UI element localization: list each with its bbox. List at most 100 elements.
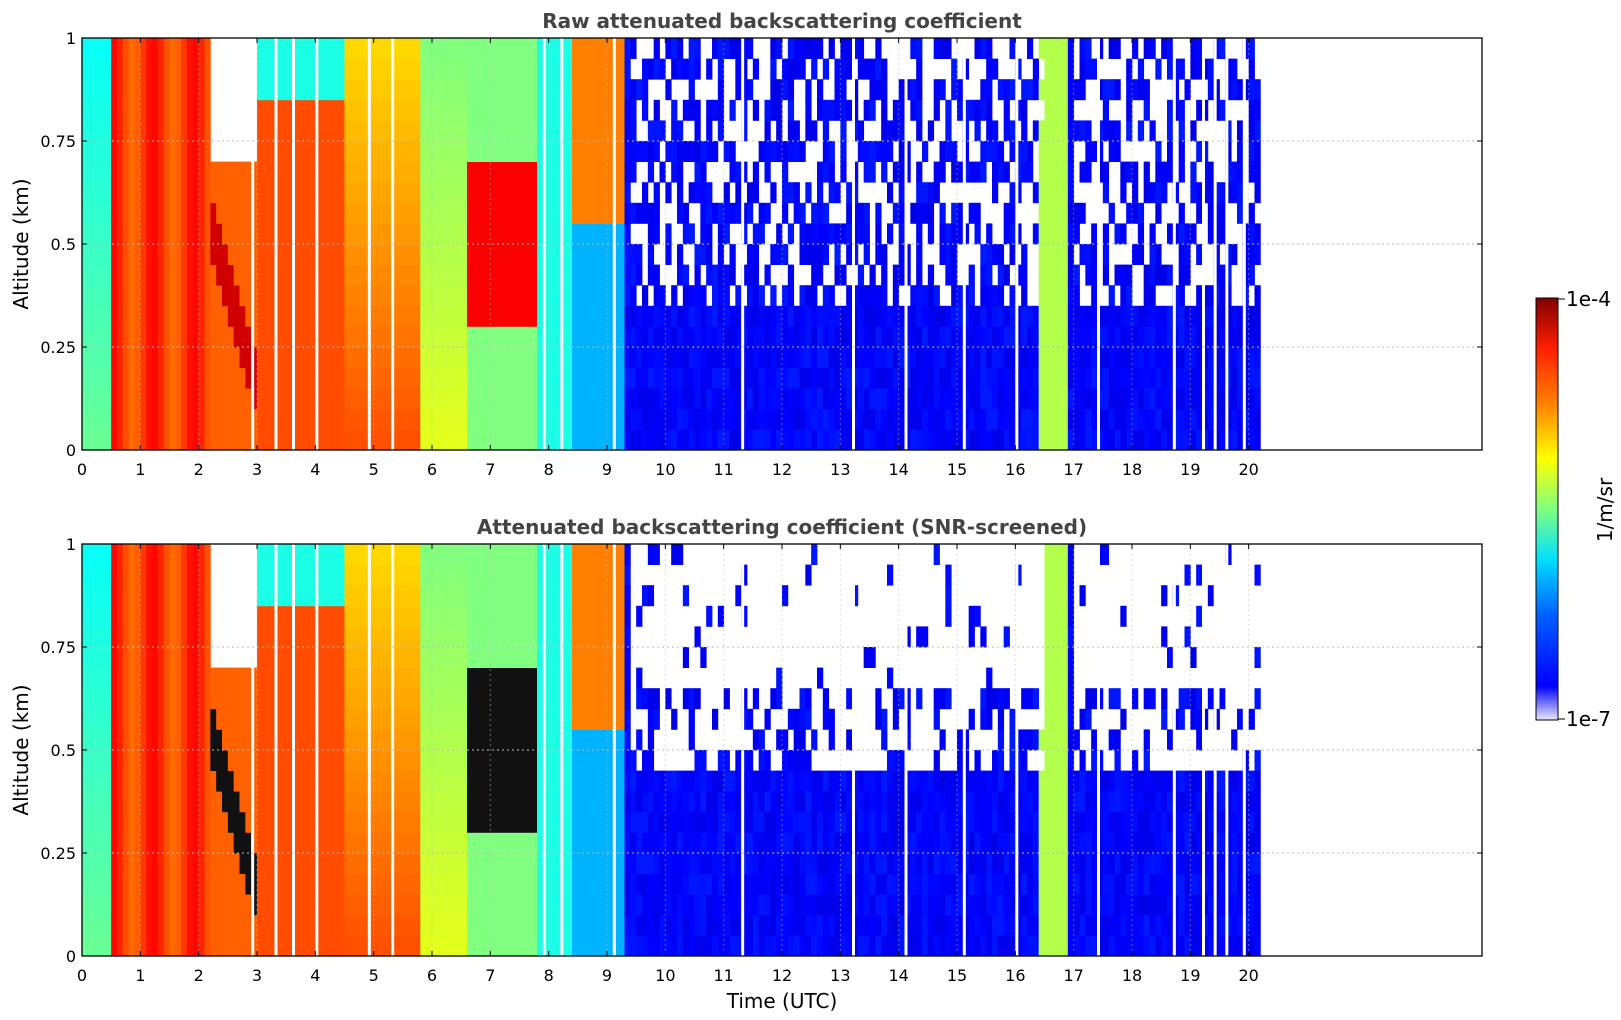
heatmap-cell: [653, 285, 660, 307]
heatmap-cell: [537, 120, 544, 142]
heatmap-cell: [414, 264, 421, 286]
heatmap-cell: [1097, 305, 1104, 327]
heatmap-cell: [741, 58, 748, 80]
heatmap-cell: [467, 264, 474, 286]
heatmap-cell: [1126, 326, 1133, 348]
heatmap-cell: [962, 99, 970, 121]
heatmap-cell: [397, 120, 404, 142]
heatmap-cell: [1050, 285, 1057, 307]
heatmap-cell: [752, 367, 760, 389]
heatmap-cell: [373, 58, 380, 80]
heatmap-cell: [601, 367, 608, 389]
heatmap-cell: [117, 182, 124, 204]
heatmap-cell: [286, 914, 293, 936]
heatmap-cell: [467, 347, 474, 368]
heatmap-cell: [817, 223, 824, 245]
heatmap-cell: [986, 429, 993, 450]
heatmap-cell: [1143, 388, 1150, 410]
heatmap-cell: [420, 626, 427, 648]
heatmap-cell: [811, 58, 818, 80]
heatmap-cell: [122, 605, 130, 627]
heatmap-cell: [338, 182, 345, 204]
heatmap-cell: [1021, 141, 1028, 162]
heatmap-cell: [257, 770, 264, 792]
heatmap-cell: [677, 161, 684, 183]
heatmap-cell: [216, 429, 223, 450]
heatmap-cell: [490, 873, 497, 895]
heatmap-cell: [502, 367, 509, 389]
heatmap-cell: [472, 544, 480, 565]
heatmap-cell: [181, 120, 188, 142]
heatmap-cell: [397, 667, 404, 689]
heatmap-cell: [1015, 367, 1022, 389]
heatmap-cell: [309, 79, 316, 101]
heatmap-cell: [1015, 223, 1022, 245]
heatmap-cell: [280, 182, 287, 204]
heatmap-cell: [478, 832, 485, 854]
heatmap-cell: [787, 120, 795, 142]
heatmap-cell: [122, 729, 130, 751]
heatmap-cell: [443, 811, 450, 833]
heatmap-cell: [1027, 347, 1034, 368]
heatmap-cell: [122, 388, 130, 410]
heatmap-cell: [1248, 120, 1255, 142]
heatmap-cell: [554, 99, 561, 121]
heatmap-cell: [467, 223, 474, 245]
heatmap-cell: [1149, 285, 1156, 307]
heatmap-cell: [245, 429, 252, 450]
heatmap-cell: [239, 285, 246, 307]
heatmap-cell: [1132, 347, 1139, 368]
heatmap-cell: [292, 305, 299, 327]
heatmap-cell: [257, 811, 264, 833]
heatmap-cell: [502, 161, 509, 183]
heatmap-cell: [717, 223, 725, 245]
heatmap-cell: [297, 708, 305, 730]
heatmap-cell: [624, 141, 631, 162]
heatmap-cell: [519, 99, 526, 121]
heatmap-cell: [227, 429, 235, 450]
heatmap-cell: [502, 585, 509, 607]
heatmap-cell: [93, 388, 100, 410]
heatmap-cell: [799, 305, 806, 327]
heatmap-cell: [216, 770, 223, 792]
heatmap-cell: [117, 264, 124, 286]
heatmap-cell: [1126, 347, 1133, 368]
heatmap-cell: [1044, 429, 1051, 450]
heatmap-cell: [192, 832, 200, 854]
heatmap-cell: [367, 667, 375, 689]
heatmap-cell: [367, 853, 375, 874]
heatmap-cell: [187, 223, 194, 245]
heatmap-cell: [764, 347, 771, 368]
heatmap-cell: [356, 388, 363, 410]
heatmap-cell: [280, 305, 287, 327]
heatmap-cell: [1196, 141, 1203, 162]
heatmap-cell: [1050, 58, 1057, 80]
heatmap-cell: [332, 285, 340, 307]
heatmap-cell: [461, 667, 468, 689]
heatmap-cell: [321, 770, 328, 792]
heatmap-cell: [408, 388, 415, 410]
heatmap-cell: [140, 120, 147, 142]
heatmap-cell: [338, 873, 345, 895]
heatmap-cell: [332, 99, 340, 121]
heatmap-cell: [490, 564, 497, 586]
heatmap-cell: [350, 853, 357, 874]
heatmap-cell: [828, 38, 835, 59]
heatmap-cell: [513, 347, 520, 368]
heatmap-cell: [239, 305, 246, 327]
heatmap-cell: [286, 585, 293, 607]
heatmap-cell: [233, 182, 240, 204]
heatmap-cell: [618, 244, 625, 265]
heatmap-cell: [303, 873, 310, 895]
heatmap-cell: [414, 626, 421, 648]
heatmap-cell: [449, 182, 456, 204]
heatmap-cell: [840, 326, 847, 348]
heatmap-cell: [945, 305, 952, 327]
heatmap-cell: [192, 647, 200, 668]
heatmap-cell: [513, 408, 520, 430]
heatmap-cell: [152, 408, 159, 430]
heatmap-cell: [1167, 326, 1174, 348]
heatmap-cell: [362, 326, 369, 348]
heatmap-cell: [647, 58, 655, 80]
heatmap-cell: [163, 688, 170, 710]
